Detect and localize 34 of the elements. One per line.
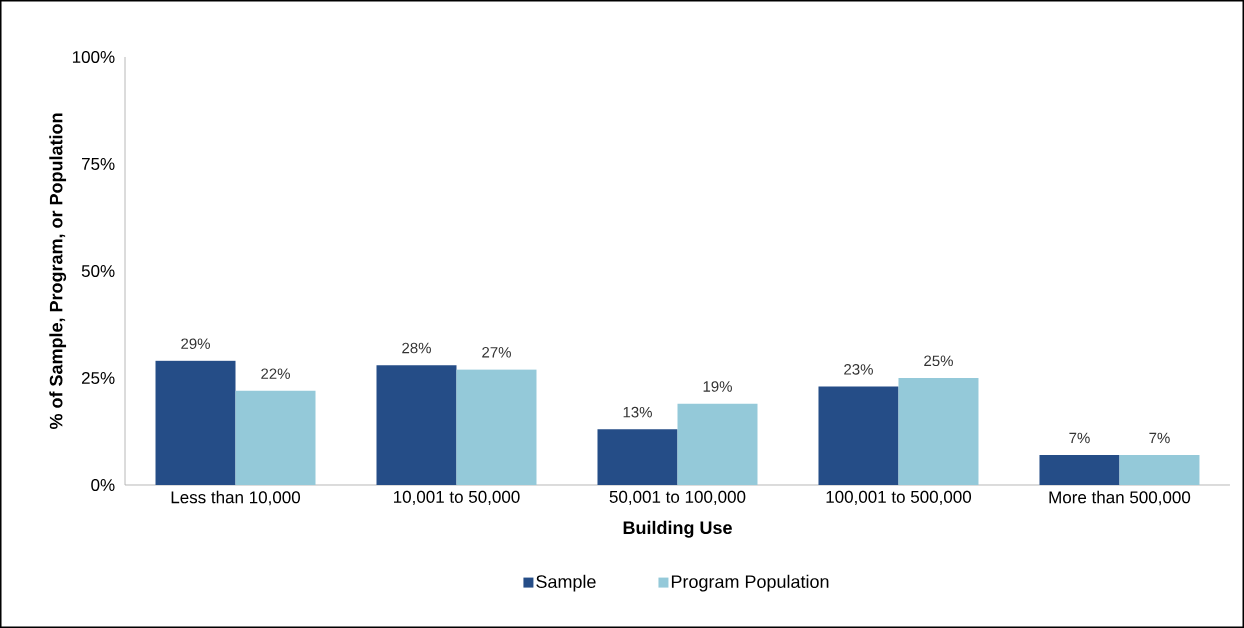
data-label: 7% (1149, 432, 1170, 444)
x-tick-label: More than 500,000 (1049, 490, 1191, 506)
data-label: 23% (844, 364, 873, 375)
x-tick-label: 10,001 to 50,000 (393, 490, 520, 505)
data-label: 19% (703, 381, 732, 392)
bar (818, 386, 899, 485)
bar (155, 360, 236, 485)
y-tick-label: 100% (72, 50, 115, 64)
data-label: 27% (482, 347, 511, 358)
y-tick-label: 25% (81, 371, 115, 385)
legend-label: Sample (536, 574, 596, 592)
data-label: 28% (402, 342, 431, 354)
x-tick-label: Less than 10,000 (171, 490, 301, 506)
y-tick-label: 75% (82, 158, 115, 170)
bar (898, 377, 979, 485)
bar (1039, 455, 1120, 485)
data-label: 29% (181, 338, 210, 349)
legend-label: Program Population (671, 574, 829, 592)
bar (235, 390, 316, 485)
data-label: 25% (924, 355, 953, 367)
y-axis-title: % of Sample, Program, or Population (49, 113, 67, 430)
bar (597, 429, 678, 485)
y-tick-label: 50% (81, 264, 115, 278)
data-label: 22% (261, 368, 290, 379)
bar (376, 365, 457, 485)
data-label: 13% (623, 406, 652, 418)
bar (1119, 455, 1200, 485)
x-tick-label: 50,001 to 100,000 (609, 490, 746, 505)
bar (677, 403, 758, 485)
data-label: 7% (1069, 432, 1090, 444)
bar (456, 369, 537, 485)
y-tick-label: 0% (91, 478, 115, 492)
x-tick-label: 100,001 to 500,000 (826, 490, 972, 505)
x-axis-title: Building Use (623, 520, 732, 538)
